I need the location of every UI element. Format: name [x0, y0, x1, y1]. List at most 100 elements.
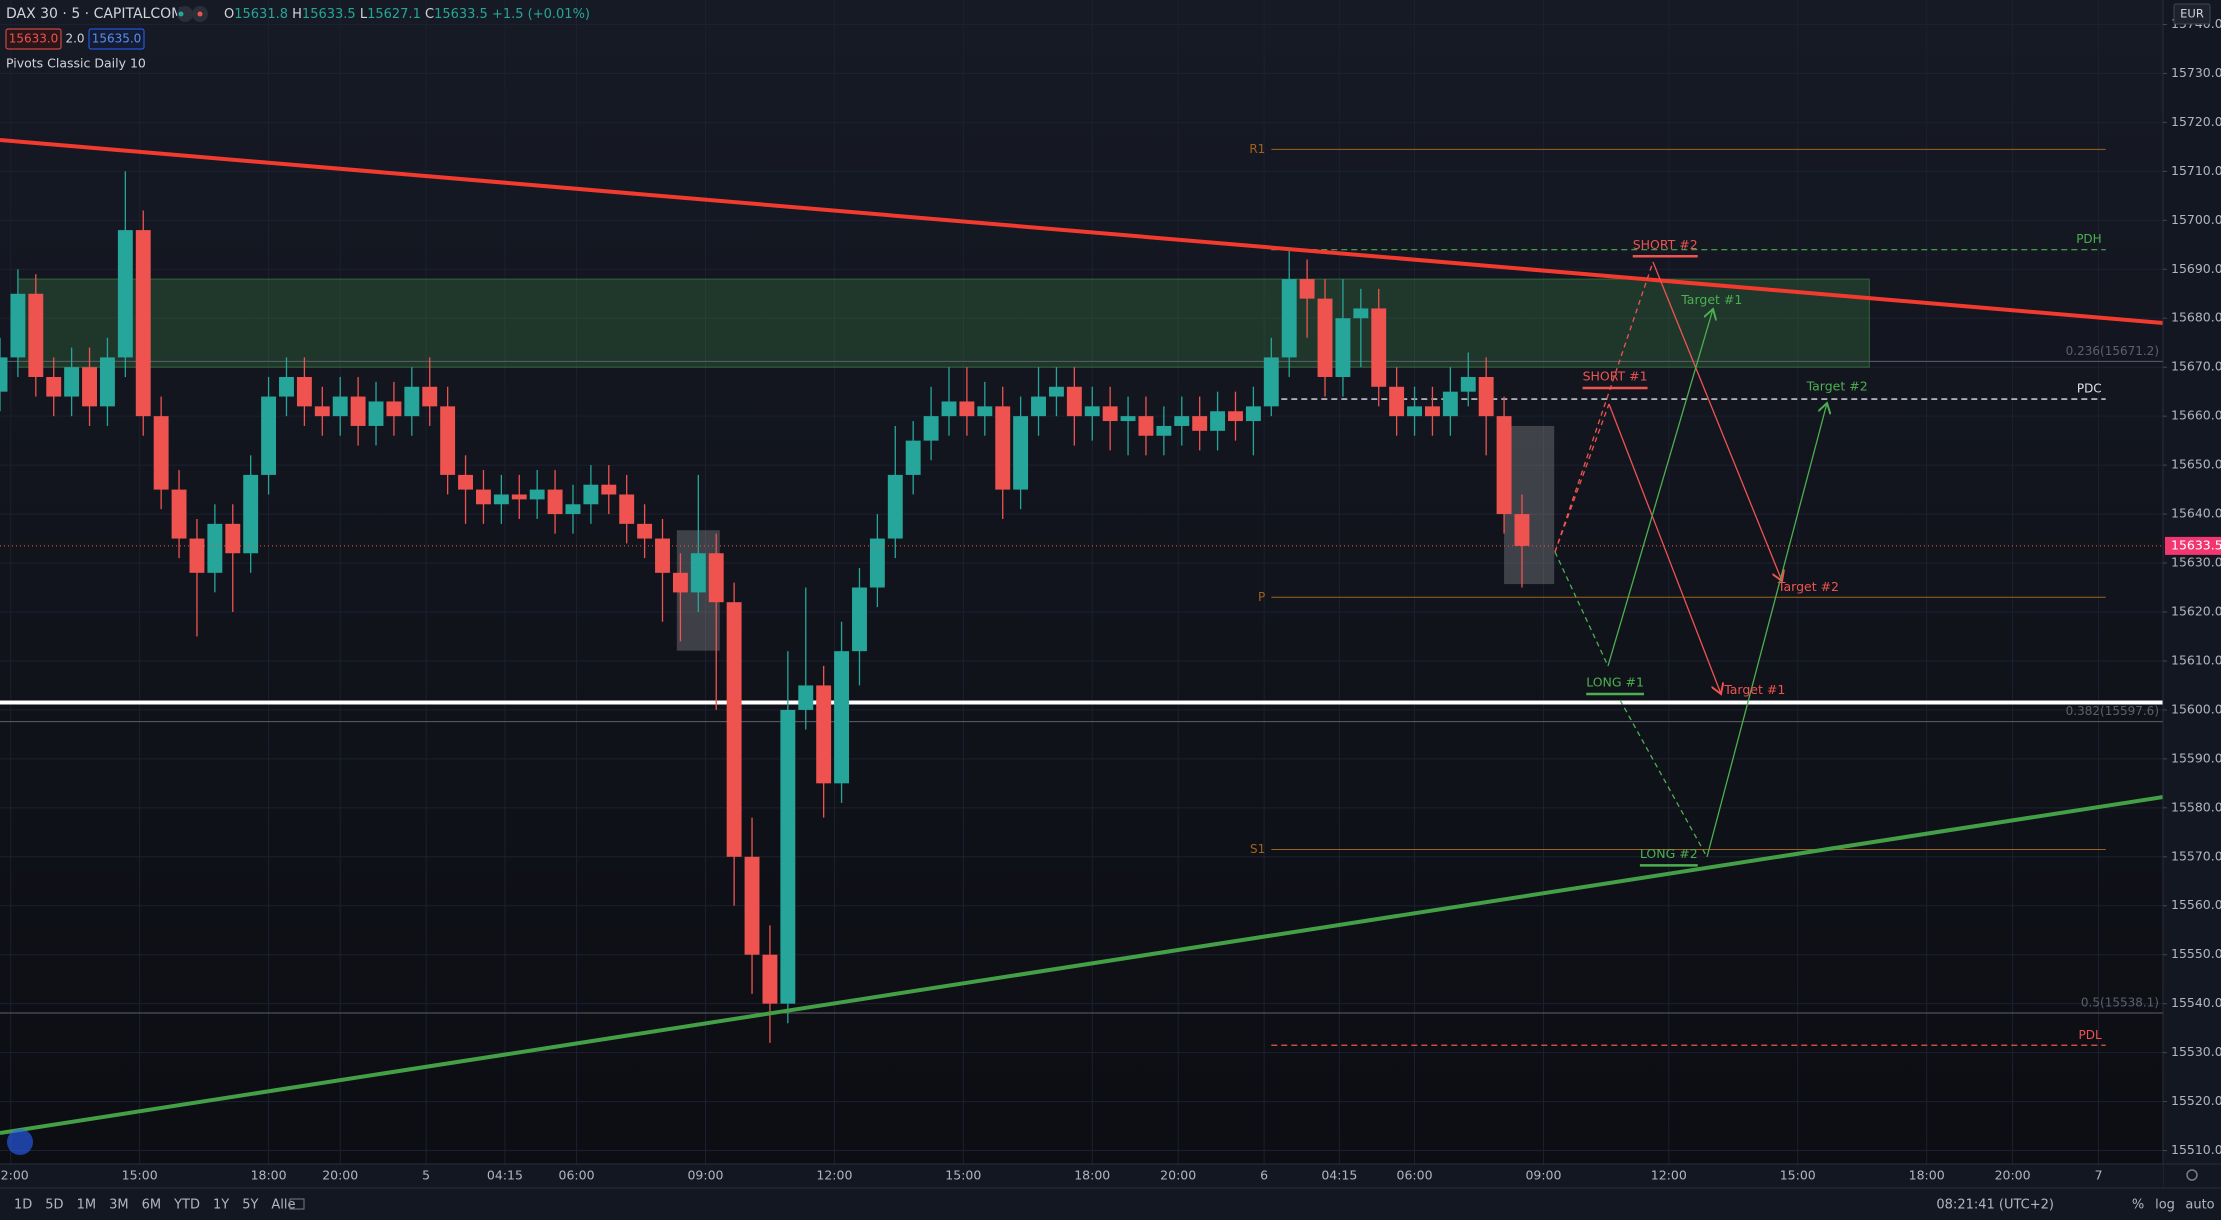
- auto-toggle[interactable]: auto: [2185, 1198, 2214, 1213]
- resistance-trendline: [0, 138, 2164, 325]
- y-tick-label: 15720.0: [2171, 114, 2221, 129]
- candle-body: [869, 538, 885, 588]
- y-tick-label: 15700.0: [2171, 212, 2221, 227]
- time-scale: 12:00 15:00 18:00 20:00 5 04:15 06:00 09:00 12:0…: [0, 1168, 2103, 1183]
- x-tick-label: 15:00: [1780, 1168, 1816, 1183]
- candle-body: [1066, 386, 1082, 417]
- x-tick-label: 04:15: [1321, 1168, 1357, 1183]
- currency[interactable]: EUR: [2180, 7, 2204, 21]
- candle-body: [1299, 279, 1315, 299]
- x-tick-label: 09:00: [1525, 1168, 1561, 1183]
- candle-body: [708, 553, 724, 603]
- annotation[interactable]: LONG #2: [1640, 846, 1698, 861]
- candle-body: [726, 602, 742, 857]
- currency-box[interactable]: [2173, 3, 2211, 25]
- sell-button[interactable]: [5, 28, 62, 50]
- candle-body: [314, 406, 330, 417]
- y-tick-label: 15570.0: [2171, 848, 2221, 863]
- period-button[interactable]: 5D: [45, 1198, 63, 1213]
- grid: [0, 0, 2163, 1164]
- candle-body: [1353, 308, 1369, 319]
- candle-body: [1407, 406, 1422, 417]
- candle-body: [1156, 425, 1172, 436]
- ohlc-value: 15633.5: [434, 7, 488, 22]
- range-icon[interactable]: [289, 1198, 305, 1210]
- candle-body: [189, 538, 205, 573]
- ohlc: O15631.8 H15633.5 L15627.1 C15633.5 +1.5…: [224, 7, 590, 22]
- y-tick-label: 15560.0: [2171, 897, 2221, 912]
- percent-toggle[interactable]: %: [2132, 1198, 2144, 1213]
- y-tick-label: 15690.0: [2171, 261, 2221, 276]
- clock: 08:21:41 (UTC+2): [1936, 1198, 2054, 1213]
- level-label: PDL: [2079, 1028, 2102, 1042]
- sell-price[interactable]: 15633.0: [9, 32, 59, 46]
- candle-body: [1442, 391, 1458, 417]
- candle-body: [511, 494, 527, 500]
- candle-body: [655, 538, 670, 573]
- support-trendline: [0, 795, 2164, 1135]
- period-button[interactable]: 1D: [14, 1198, 32, 1213]
- period-button[interactable]: 5Y: [242, 1198, 258, 1213]
- period-button[interactable]: 1Y: [213, 1198, 229, 1213]
- candle-body: [1281, 279, 1297, 358]
- period-button[interactable]: 3M: [109, 1198, 129, 1213]
- x-tick-label: 20:00: [322, 1168, 358, 1183]
- x-tick-label: 18:00: [251, 1168, 287, 1183]
- logo-icon[interactable]: [7, 1129, 33, 1155]
- scenario-arrow: [1607, 309, 1713, 667]
- settings-icon[interactable]: [2186, 1169, 2198, 1181]
- candle-body: [834, 651, 850, 784]
- candle-body: [1263, 357, 1279, 407]
- time-axis: [0, 1164, 2163, 1188]
- last-price-tag: [2165, 536, 2221, 555]
- buy-button[interactable]: [88, 28, 145, 50]
- y-tick-label: 15550.0: [2171, 946, 2221, 961]
- annotation[interactable]: SHORT #2: [1633, 237, 1698, 252]
- x-tick-label: 04:15: [487, 1168, 523, 1183]
- period-button[interactable]: 1M: [77, 1198, 97, 1213]
- level-label: R1: [1249, 142, 1265, 156]
- y-tick-label: 15640.0: [2171, 506, 2221, 521]
- annotation[interactable]: SHORT #1: [1583, 368, 1648, 383]
- candle-body: [99, 357, 115, 407]
- symbol[interactable]: DAX 30 · 5 · CAPITALCOM: [6, 6, 183, 22]
- candle-body: [744, 856, 760, 955]
- candle-body: [475, 489, 491, 505]
- candle-body: [565, 504, 581, 515]
- candle-body: [923, 416, 939, 441]
- indicator-label[interactable]: Pivots Classic Daily 10: [6, 56, 146, 71]
- buy-price[interactable]: 15635.0: [92, 32, 142, 46]
- annotation[interactable]: Target #2: [1777, 579, 1839, 594]
- annotation[interactable]: LONG #1: [1586, 674, 1644, 689]
- period-button[interactable]: YTD: [173, 1198, 200, 1213]
- annotation[interactable]: Target #1: [1680, 292, 1742, 307]
- scenario-path: [1554, 261, 1654, 553]
- y-tick-label: 15590.0: [2171, 750, 2221, 765]
- annotation[interactable]: Target #2: [1806, 378, 1868, 393]
- log-toggle[interactable]: log: [2155, 1198, 2175, 1213]
- candle-body: [798, 685, 814, 710]
- candle-body: [1514, 514, 1530, 546]
- candle-body: [1460, 376, 1476, 392]
- annotation[interactable]: Target #1: [1723, 682, 1785, 697]
- x-tick-label: 12:00: [816, 1168, 852, 1183]
- period-button[interactable]: Alle: [271, 1198, 295, 1213]
- candle-body: [762, 954, 778, 1004]
- candle-body: [1335, 318, 1351, 377]
- y-tick-label: 15600.0: [2171, 701, 2221, 716]
- x-tick-label: 18:00: [1909, 1168, 1945, 1183]
- y-tick-label: 15520.0: [2171, 1093, 2221, 1108]
- candle-body: [619, 494, 635, 524]
- status-dot: [197, 11, 203, 17]
- candle-body: [368, 401, 384, 426]
- candle-body: [637, 523, 653, 539]
- level-label: 0.382(15597.6): [2066, 704, 2159, 718]
- y-tick-label: 15540.0: [2171, 995, 2221, 1010]
- x-tick-label: 15:00: [945, 1168, 981, 1183]
- period-buttons: 1D 5D 1M 3M 6M YTD 1Y 5Y Alle: [14, 1198, 296, 1213]
- period-button[interactable]: 6M: [142, 1198, 162, 1213]
- candle-body: [1245, 406, 1261, 422]
- y-tick-label: 15630.0: [2171, 555, 2221, 570]
- candle-body: [547, 489, 563, 515]
